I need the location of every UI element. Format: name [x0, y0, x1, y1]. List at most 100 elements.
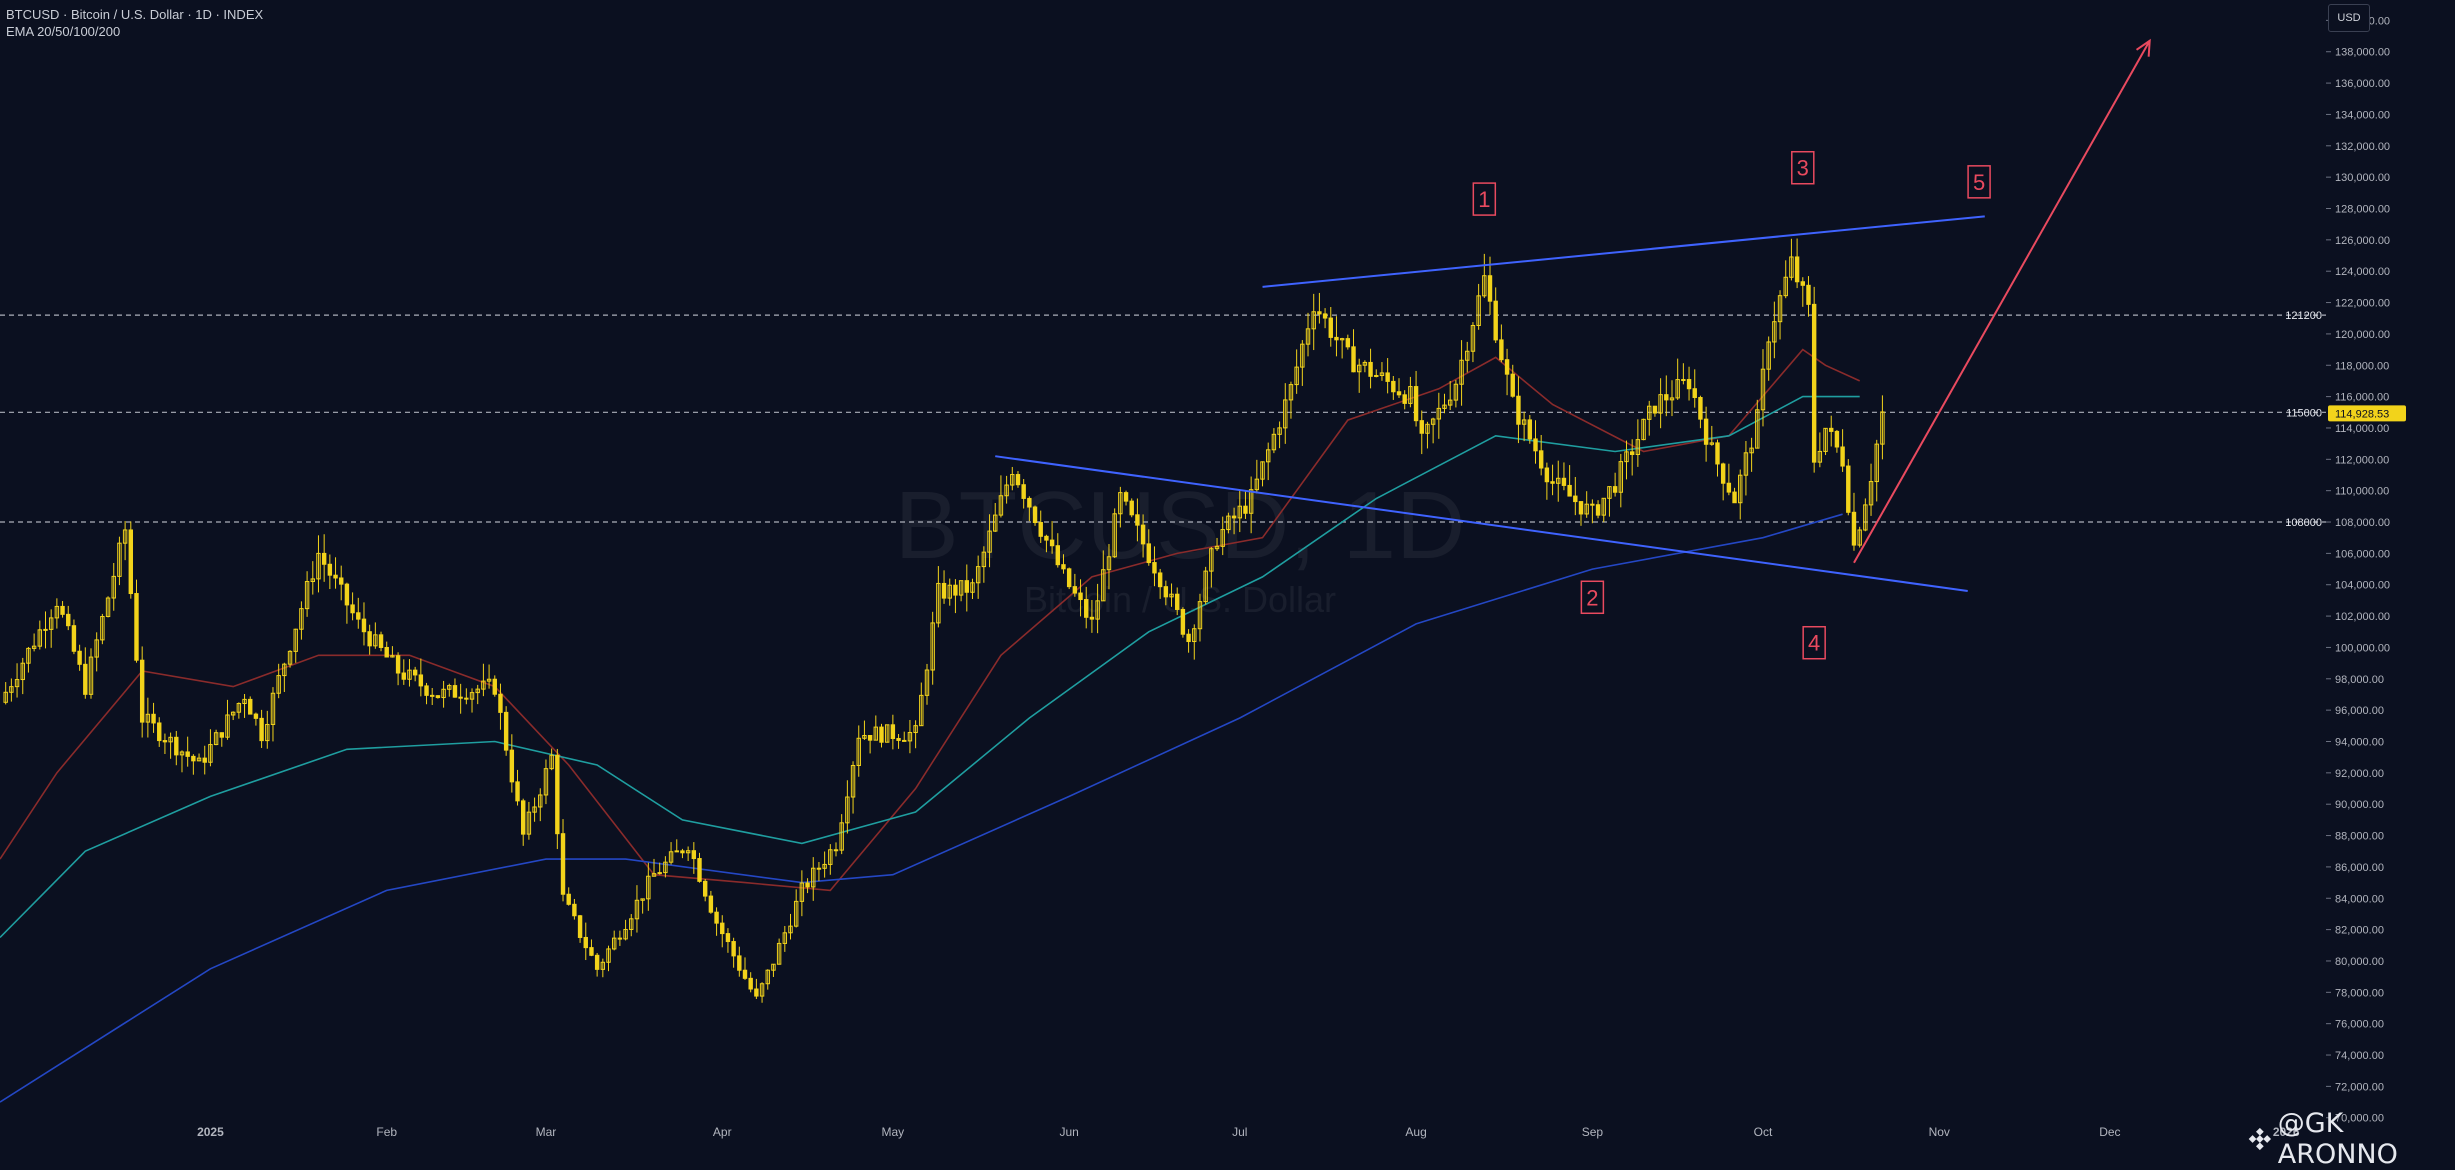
- candle-body: [1635, 439, 1641, 455]
- candle-body: [856, 737, 861, 766]
- price-tick-label: 74,000.00: [2335, 1050, 2384, 1062]
- candle-body: [1829, 427, 1834, 432]
- candle-body: [930, 622, 935, 671]
- candle-body: [1726, 482, 1732, 493]
- candle-body: [617, 937, 623, 940]
- candle-body: [1868, 481, 1874, 506]
- candle-body: [970, 582, 975, 593]
- price-tick-label: 102,000.00: [2335, 611, 2390, 623]
- lower-trendline[interactable]: [995, 455, 1968, 592]
- candle-body: [276, 675, 281, 694]
- candle-body: [1743, 452, 1749, 476]
- candle-body: [299, 608, 304, 630]
- watermark-symbol: BTCUSD, 1D: [895, 472, 1466, 579]
- wave-label-number: 2: [1586, 585, 1598, 610]
- candle-body: [1800, 281, 1805, 286]
- candle-body: [566, 893, 571, 905]
- candle-body: [407, 669, 412, 680]
- candle-body: [1044, 535, 1049, 541]
- candle-body: [1436, 407, 1442, 420]
- symbol-title[interactable]: BTCUSD · Bitcoin / U.S. Dollar · 1D · IN…: [6, 7, 264, 22]
- wave-label-1[interactable]: 1: [1472, 182, 1497, 216]
- candle-body: [1487, 275, 1493, 302]
- currency-label[interactable]: USD: [2328, 4, 2370, 32]
- candle-body: [1834, 430, 1840, 448]
- candle-body: [1243, 505, 1248, 514]
- candle-body: [651, 873, 657, 877]
- indicator-legend[interactable]: EMA 20/50/100/200: [6, 24, 121, 39]
- price-tick-label: 70,000.00: [2335, 1113, 2384, 1125]
- candle-body: [964, 580, 970, 593]
- candle-body: [401, 672, 406, 680]
- candle-body: [1851, 511, 1857, 546]
- candle-body: [469, 692, 475, 700]
- candle-body: [1317, 311, 1322, 315]
- candle-body: [1231, 515, 1237, 519]
- candle-body: [1550, 481, 1555, 484]
- price-tick-label: 94,000.00: [2335, 736, 2384, 748]
- time-tick-label: Dec: [2099, 1125, 2120, 1139]
- wave-label-4[interactable]: 4: [1802, 625, 1826, 660]
- candle-body: [993, 514, 998, 532]
- candle-body: [282, 663, 287, 677]
- candle-body: [1027, 497, 1032, 508]
- candle-body: [1766, 341, 1771, 370]
- wave-label-box: [1472, 182, 1497, 216]
- candle-body: [788, 925, 793, 934]
- candle-body: [412, 669, 418, 676]
- current-price-tag[interactable]: [2328, 405, 2406, 422]
- candle-body: [236, 702, 242, 713]
- price-tick-label: 106,000.00: [2335, 548, 2390, 560]
- candle-body: [1129, 500, 1134, 516]
- candle-body: [629, 918, 634, 930]
- candle-body: [418, 674, 424, 687]
- candle-body: [913, 725, 918, 734]
- candle-body: [1157, 572, 1163, 588]
- projection-line[interactable]: [1853, 40, 2151, 564]
- candle-body: [606, 948, 611, 963]
- candle-body: [1618, 461, 1624, 493]
- price-axis[interactable]: 70,000.00 72,000.00 74,000.00 76,000.00 78,0…: [2326, 0, 2455, 1148]
- candle-body: [270, 692, 276, 725]
- candle-body: [1004, 484, 1009, 497]
- candle-body: [1732, 491, 1737, 504]
- candle-body: [998, 495, 1004, 516]
- price-tick-label: 90,000.00: [2335, 799, 2384, 811]
- candle-body: [293, 628, 298, 652]
- candle-body: [441, 688, 446, 699]
- price-tick-label: 134,000.00: [2335, 109, 2390, 121]
- candle-body: [526, 811, 532, 835]
- candle-body: [594, 954, 600, 970]
- wave-label-2[interactable]: 2: [1580, 580, 1605, 615]
- candle-body: [1772, 321, 1777, 343]
- candle-body: [1066, 568, 1072, 588]
- wave-label-5[interactable]: 5: [1967, 165, 1991, 199]
- candle-body: [737, 955, 742, 971]
- candle-body: [560, 833, 566, 895]
- candle-body: [953, 584, 958, 596]
- candle-body: [1112, 513, 1117, 558]
- trendlines[interactable]: [995, 215, 1985, 592]
- price-tick-label: 104,000.00: [2335, 580, 2390, 592]
- candle-body: [111, 575, 116, 599]
- wave-label-box: [1580, 580, 1605, 615]
- candle-body: [1408, 386, 1413, 404]
- candle-body: [1738, 474, 1743, 504]
- candle-body: [1186, 633, 1191, 643]
- time-axis[interactable]: 2025 Feb Mar Apr May Jun Jul Aug Sep Oct Nov Dec 202…: [197, 1125, 2300, 1139]
- projection-arrow[interactable]: [1853, 38, 2151, 564]
- candle-body: [771, 963, 776, 971]
- candle-body: [151, 713, 156, 724]
- candle-body: [174, 736, 179, 756]
- candle-body: [213, 732, 219, 746]
- time-tick-label: Oct: [1754, 1125, 1773, 1139]
- wave-label-3[interactable]: 3: [1791, 150, 1815, 185]
- upper-trendline[interactable]: [1262, 215, 1985, 288]
- candle-body: [799, 882, 805, 902]
- time-tick-label: 2025: [197, 1125, 224, 1139]
- candle-body: [1049, 539, 1055, 547]
- candles: [3, 238, 1885, 1003]
- price-tick-label: 120,000.00: [2335, 329, 2390, 341]
- candle-body: [122, 529, 128, 544]
